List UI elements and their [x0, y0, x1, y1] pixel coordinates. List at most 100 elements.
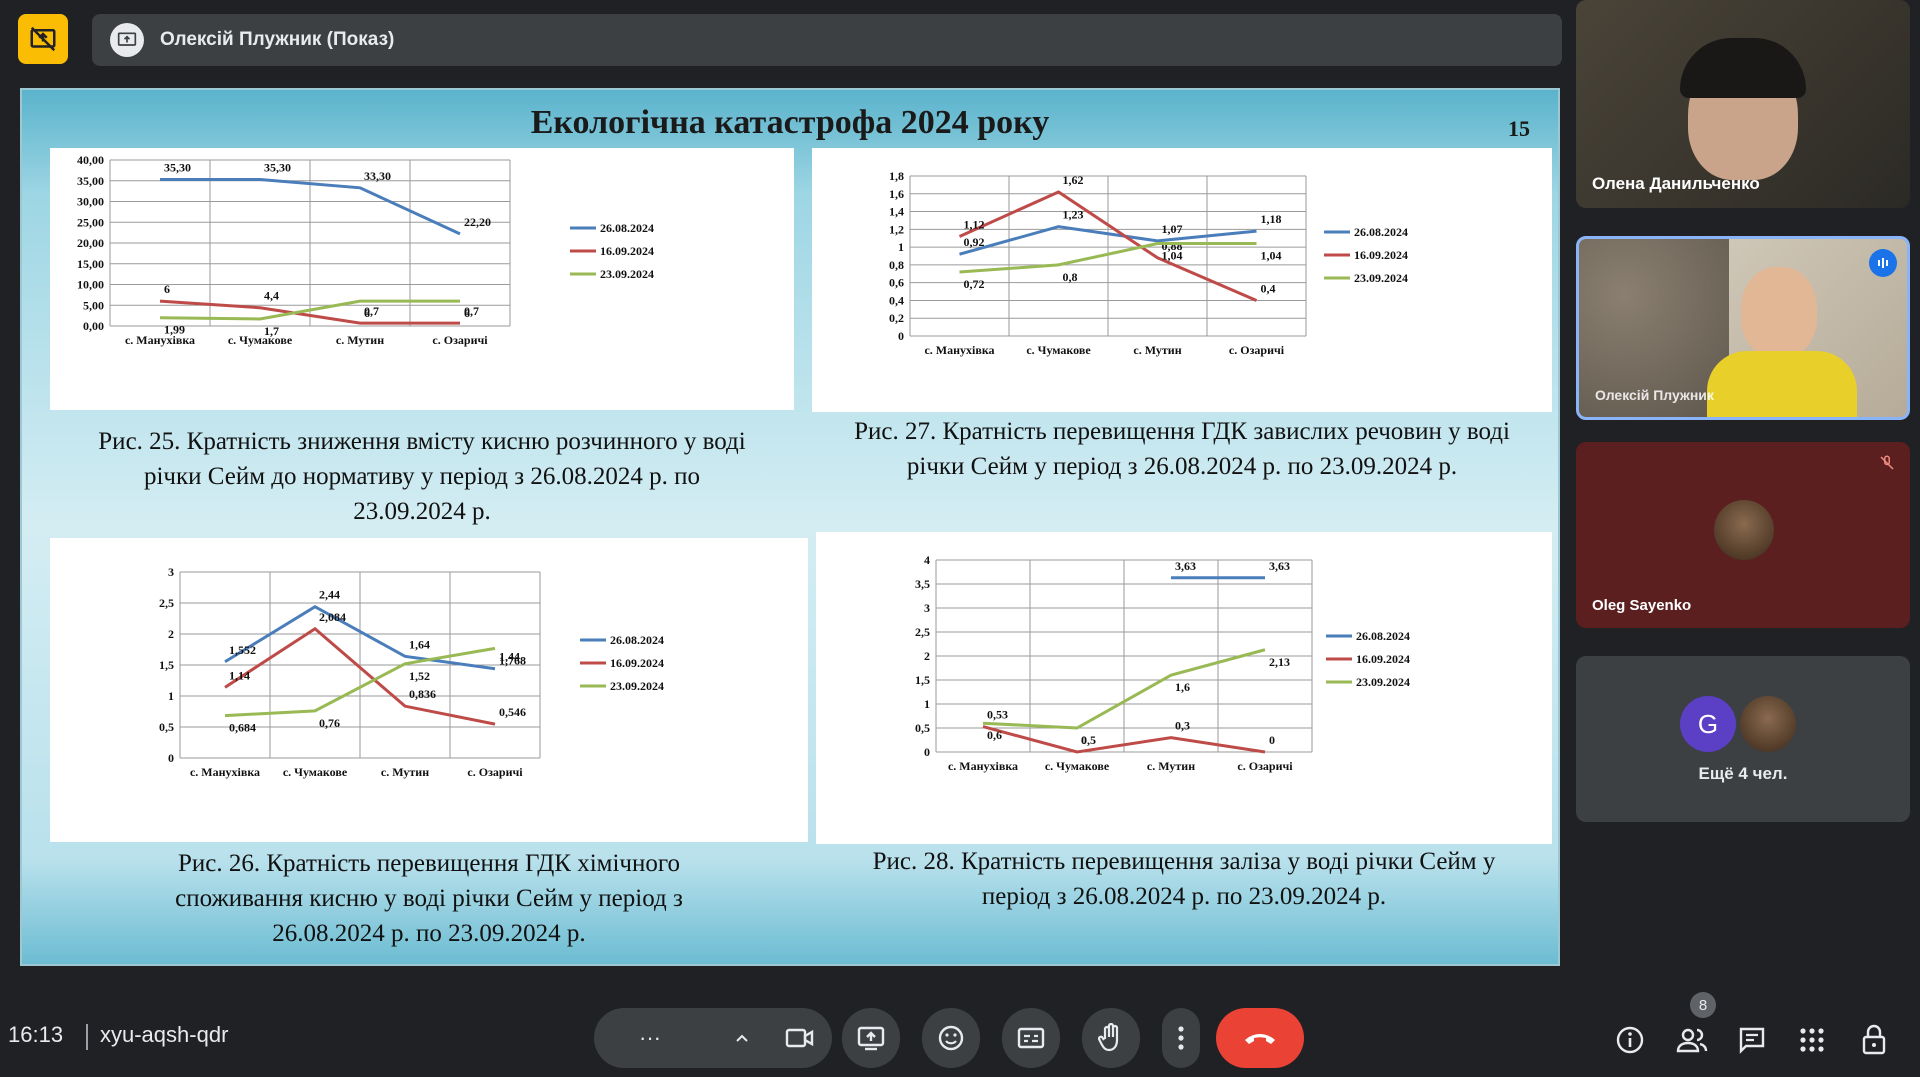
- x-tick-label: с. Мутин: [336, 333, 384, 347]
- data-label: 0,76: [319, 716, 340, 730]
- present-icon: [857, 1026, 885, 1051]
- data-label: 22,20: [464, 215, 491, 229]
- more-participants-label: Ещё 4 чел.: [1698, 764, 1788, 783]
- chevron-up-icon[interactable]: [734, 1030, 750, 1046]
- data-label: 0: [1269, 733, 1275, 747]
- meeting-details-button[interactable]: [1608, 1018, 1652, 1062]
- y-tick-label: 1,4: [889, 205, 904, 219]
- participant-name: Олена Данильченко: [1592, 174, 1760, 193]
- participant-shirt: [1707, 351, 1857, 417]
- series-line: [160, 178, 461, 236]
- series-line: [159, 299, 460, 325]
- data-label: 1,552: [229, 643, 256, 657]
- series-line: [982, 648, 1266, 730]
- meeting-time: 16:13: [8, 1022, 64, 1047]
- y-tick-label: 10,00: [77, 278, 104, 292]
- participant-hair: [1680, 38, 1806, 98]
- present-off-icon: [30, 26, 56, 52]
- chart-fig27: 0 0,2 0,4 0,6 0,8 1 1,2 1,4 1,6 1,8 с. Манухівка с.…: [812, 148, 1552, 412]
- more-vert-icon: [1178, 1026, 1184, 1050]
- participant-tile-1[interactable]: Олексій Плужник: [1576, 236, 1910, 420]
- x-tick-label: с. Мутин: [1133, 343, 1181, 357]
- data-label: 0,8: [1063, 270, 1078, 284]
- y-tick-label: 0,5: [915, 721, 930, 735]
- y-tick-label: 3: [924, 601, 930, 615]
- caption-fig26: Рис. 26. Кратність перевищення ГДК хіміч…: [175, 850, 683, 947]
- data-label: 2,44: [319, 588, 340, 602]
- data-label: 2,13: [1269, 655, 1290, 669]
- y-tick-label: 0: [168, 751, 174, 765]
- legend-label: 26.08.2024: [1356, 629, 1410, 643]
- host-controls-button[interactable]: [1852, 1018, 1896, 1062]
- y-tick-label: 1: [168, 689, 174, 703]
- divider: [86, 1024, 88, 1050]
- more-audio-options-icon[interactable]: ···: [639, 1025, 661, 1050]
- more-participants-tile[interactable]: G Ещё 4 чел.: [1576, 656, 1910, 822]
- emoji-button[interactable]: [922, 1008, 980, 1068]
- captions-button[interactable]: [1002, 1008, 1060, 1068]
- data-label: 1,44: [499, 650, 520, 664]
- data-label: 2,084: [319, 610, 346, 624]
- x-tick-label: с. Мутин: [381, 765, 429, 779]
- series-line: [224, 604, 496, 671]
- y-tick-label: 1,5: [915, 673, 930, 687]
- y-tick-label: 1,5: [159, 658, 174, 672]
- y-tick-label: 2,5: [159, 596, 174, 610]
- data-label: 1,23: [1063, 208, 1084, 222]
- participant-name: Олексій Плужник: [1595, 387, 1714, 403]
- y-tick-label: 40,00: [77, 153, 104, 167]
- legend-label: 26.08.2024: [600, 221, 654, 235]
- y-tick-label: 1,2: [889, 222, 904, 236]
- camera-icon[interactable]: [785, 1026, 815, 1050]
- emoji-icon: [938, 1025, 964, 1051]
- participant-tile-0[interactable]: Олена Данильченко: [1576, 0, 1910, 208]
- y-tick-label: 2: [168, 627, 174, 641]
- presenter-bar: Олексій Плужник (Показ): [92, 14, 1562, 66]
- data-label: 1,12: [964, 217, 985, 231]
- legend-label: 16.09.2024: [600, 244, 654, 258]
- data-label: 1,6: [1175, 680, 1190, 694]
- series-line: [982, 725, 1266, 754]
- series-line: [224, 626, 496, 726]
- legend-label: 23.09.2024: [1356, 675, 1410, 689]
- data-label: 0,7: [464, 304, 479, 318]
- camera-group: [716, 1008, 832, 1068]
- data-label: 0,92: [964, 235, 985, 249]
- data-label: 35,30: [264, 161, 291, 175]
- data-label: 1,04: [1261, 249, 1282, 263]
- mic-off-icon: [1878, 454, 1896, 477]
- x-tick-label: с. Манухівка: [924, 343, 994, 357]
- legend-label: 26.08.2024: [610, 633, 664, 647]
- hangup-icon: [1245, 1034, 1275, 1044]
- series-line: [224, 646, 496, 718]
- data-label: 0,4: [1261, 281, 1276, 295]
- data-label: 0: [1081, 733, 1087, 747]
- legend-label: 23.09.2024: [600, 267, 654, 281]
- people-icon: [1676, 1028, 1708, 1053]
- host-controls-icon: [1862, 1024, 1886, 1055]
- avatar: [1740, 696, 1796, 752]
- people-button[interactable]: 8: [1670, 992, 1716, 1062]
- y-tick-label: 2,5: [915, 625, 930, 639]
- series-line: [958, 190, 1258, 302]
- raise-hand-button[interactable]: [1082, 1008, 1140, 1068]
- data-label: 6: [364, 306, 370, 320]
- x-tick-label: с. Чумакове: [1045, 759, 1110, 773]
- data-label: 1,7: [264, 324, 279, 338]
- activities-button[interactable]: [1790, 1018, 1834, 1062]
- y-tick-label: 0,00: [83, 319, 104, 333]
- participant-tile-2[interactable]: Oleg Sayenko: [1576, 442, 1910, 628]
- data-label: 6: [164, 282, 170, 296]
- more-options-button[interactable]: [1162, 1008, 1200, 1068]
- y-tick-label: 0: [898, 329, 904, 343]
- stop-presenting-button[interactable]: [18, 14, 68, 64]
- y-tick-label: 1,6: [889, 187, 904, 201]
- data-label: 1,14: [229, 668, 250, 682]
- chart-fig25: 0,00 5,00 10,00 15,00 20,00 25,00 30,00 35,00 40…: [50, 148, 794, 410]
- data-label: 1,768: [499, 653, 526, 667]
- y-tick-label: 0,8: [889, 258, 904, 272]
- y-tick-label: 1: [924, 697, 930, 711]
- leave-call-button[interactable]: [1216, 1008, 1304, 1068]
- chat-button[interactable]: [1730, 1018, 1774, 1062]
- present-button[interactable]: [842, 1008, 900, 1068]
